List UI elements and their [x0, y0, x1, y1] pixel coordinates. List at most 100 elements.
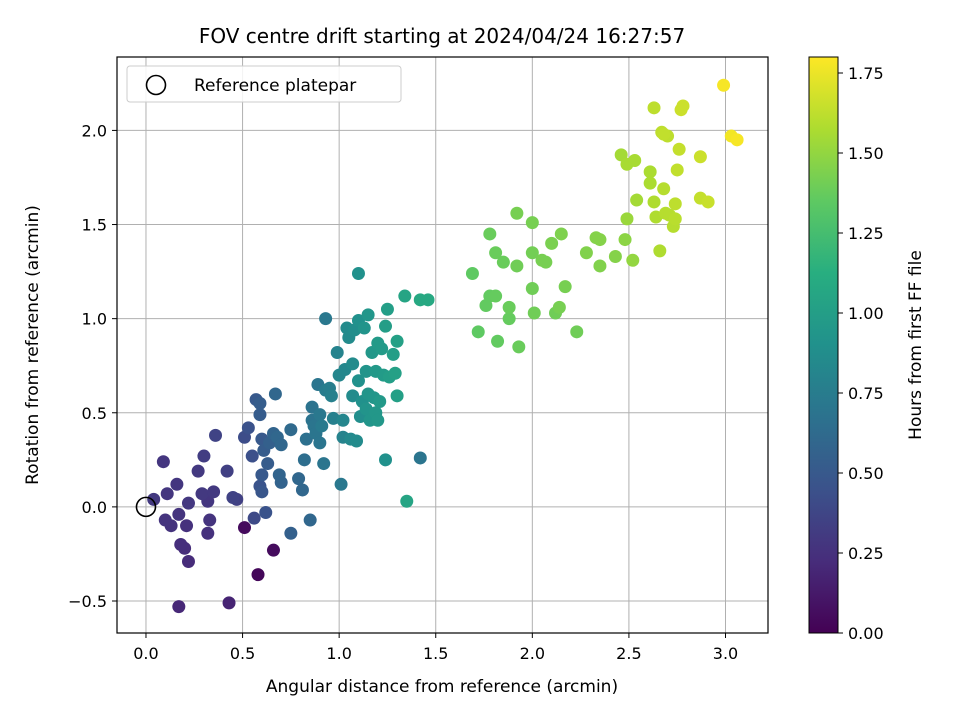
data-point [351, 374, 365, 388]
data-point [303, 513, 317, 527]
data-point [668, 197, 682, 211]
data-point [388, 366, 402, 380]
x-tick-label: 0.5 [230, 644, 255, 663]
y-axis-label: Rotation from reference (arcmin) [23, 205, 43, 485]
data-point [255, 468, 269, 482]
data-point [324, 389, 338, 403]
colorbar-tick-label: 0.00 [848, 624, 884, 643]
data-point [525, 282, 539, 296]
y-tick-label: 1.5 [82, 216, 107, 235]
x-tick-label: 2.5 [616, 644, 641, 663]
data-point [222, 596, 236, 610]
data-point [237, 521, 251, 535]
colorbar-gradient [808, 56, 839, 634]
data-point [525, 246, 539, 260]
data-point [241, 421, 255, 435]
data-point [647, 101, 661, 115]
y-tick-label: −0.5 [68, 592, 107, 611]
colorbar-tick-label: 1.75 [848, 64, 884, 83]
data-point [386, 347, 400, 361]
data-point [361, 308, 375, 322]
data-point [570, 325, 584, 339]
data-point [510, 259, 524, 273]
data-point [670, 163, 684, 177]
data-point [672, 142, 686, 156]
data-point [390, 334, 404, 348]
data-point [614, 148, 628, 162]
colorbar: 0.00 0.25 0.50 0.75 1.00 1.25 1.50 1.75 Hours f… [808, 56, 926, 643]
data-point [676, 99, 690, 113]
data-point [630, 193, 644, 207]
data-point [191, 464, 205, 478]
data-point [170, 477, 184, 491]
colorbar-tick-label: 1.25 [848, 224, 884, 243]
legend-reference-label: Reference platepar [194, 76, 356, 96]
data-point [334, 477, 348, 491]
data-point [717, 78, 731, 92]
data-point [375, 342, 389, 356]
data-point [421, 293, 435, 307]
data-point [554, 227, 568, 241]
data-point [181, 496, 195, 510]
data-point [251, 568, 265, 582]
data-point [359, 364, 373, 378]
data-point [346, 357, 360, 371]
data-point [336, 413, 350, 427]
plot-area-frame [116, 56, 769, 634]
data-point [489, 289, 503, 303]
data-point [180, 519, 194, 533]
data-point [226, 490, 240, 504]
data-point [147, 492, 161, 506]
colorbar-tick-label: 1.50 [848, 144, 884, 163]
data-point [292, 472, 306, 486]
legend: Reference platepar [126, 65, 402, 103]
data-point [496, 255, 510, 269]
data-point [628, 154, 642, 168]
data-point [489, 246, 503, 260]
data-point [197, 449, 211, 463]
data-point [379, 453, 393, 467]
data-point [379, 319, 393, 333]
y-axis-ticks: −0.5 0.0 0.5 1.0 1.5 2.0 [68, 121, 117, 611]
data-point [653, 244, 667, 258]
data-point [502, 300, 516, 314]
data-point [620, 212, 634, 226]
data-point [357, 321, 371, 335]
data-point [502, 312, 516, 326]
data-point [346, 389, 360, 403]
data-point [295, 483, 309, 497]
data-point [326, 411, 340, 425]
data-point [668, 212, 682, 226]
data-point [209, 428, 223, 442]
data-point [483, 227, 497, 241]
data-point [172, 507, 186, 521]
data-point [284, 423, 298, 437]
data-point [259, 506, 273, 520]
data-point [527, 306, 541, 320]
x-tick-label: 0.0 [133, 644, 158, 663]
data-point [647, 195, 661, 209]
data-point [158, 513, 172, 527]
data-point [330, 346, 344, 360]
data-point [608, 250, 622, 264]
data-point [510, 206, 524, 220]
data-point [220, 464, 234, 478]
data-point [317, 457, 331, 471]
chart-title: FOV centre drift starting at 2024/04/24 … [199, 24, 685, 48]
legend-box [126, 65, 402, 103]
data-point [313, 436, 327, 450]
data-point [465, 266, 479, 280]
data-point [274, 438, 288, 452]
data-point [350, 434, 364, 448]
data-point [643, 165, 657, 179]
data-point [552, 300, 566, 314]
x-tick-label: 1.0 [326, 644, 351, 663]
y-tick-label: 1.0 [82, 310, 107, 329]
data-point [313, 408, 327, 422]
y-tick-label: 2.0 [82, 121, 107, 140]
grid-lines [117, 57, 768, 633]
data-point [195, 487, 209, 501]
colorbar-tick-label: 0.50 [848, 464, 884, 483]
x-axis-ticks: 0.0 0.5 1.0 1.5 2.0 2.5 3.0 [133, 633, 738, 663]
